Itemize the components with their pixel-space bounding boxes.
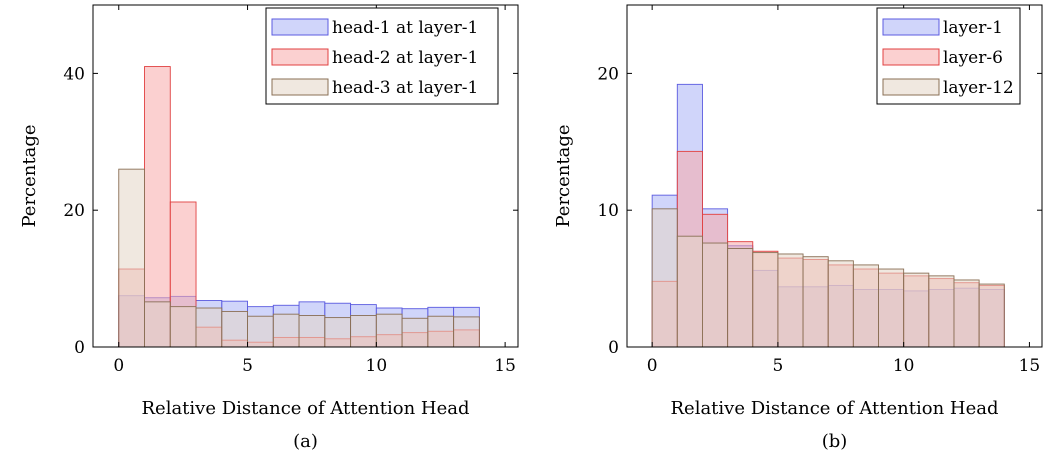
legend-label: head-2 at layer-1: [332, 48, 478, 68]
legend-swatch: [271, 78, 329, 96]
y-tick-label: 40: [63, 64, 85, 84]
bar-b-s2-b4: [752, 252, 779, 348]
x-tick-label: 5: [772, 356, 783, 376]
bar-a-s2-b9: [350, 315, 377, 348]
y-tick-label: 20: [63, 201, 85, 221]
bar-b-s2-b12: [953, 279, 980, 348]
legend-b: layer-1 layer-6 layer-12: [876, 7, 1021, 105]
bar-a-s2-b11: [401, 317, 429, 348]
x-tick-label: 0: [113, 356, 124, 376]
panel-caption: (b): [822, 431, 848, 452]
bar-b-s2-b10: [903, 272, 930, 348]
y-axis-label: Percentage: [553, 124, 574, 227]
plot-frame-b: [626, 4, 1043, 348]
legend-label: head-3 at layer-1: [332, 78, 478, 98]
bar-b-s2-b5: [777, 253, 804, 348]
bar-b-s2-b8: [852, 264, 879, 348]
bar-b-s2-b7: [827, 260, 854, 348]
bar-a-s2-b2: [169, 306, 197, 348]
legend-swatch: [882, 48, 940, 66]
legend-a: head-1 at layer-1 head-2 at layer-1 head-3…: [265, 7, 499, 105]
bar-a-s2-b5: [247, 315, 274, 348]
plot-frame-a: [92, 4, 519, 348]
legend-swatch: [882, 78, 940, 96]
panel-caption: (a): [293, 431, 318, 452]
legend-label: layer-6: [943, 48, 1003, 68]
x-axis-label: Relative Distance of Attention Head: [141, 398, 469, 419]
x-tick-label: 0: [647, 356, 658, 376]
x-tick-label: 10: [893, 356, 915, 376]
bar-b-s2-b2: [702, 242, 729, 348]
bar-a-s2-b3: [195, 307, 223, 348]
bar-a-s2-b7: [298, 315, 326, 348]
bar-a-s2-b0: [118, 168, 145, 348]
bar-b-s2-b0: [651, 208, 678, 348]
legend-label: layer-1: [943, 18, 1003, 38]
y-tick-label: 20: [597, 64, 619, 84]
bar-a-s2-b12: [427, 315, 455, 348]
bar-b-s2-b3: [727, 248, 754, 348]
bar-b-s2-b1: [676, 235, 703, 348]
bar-b-s2-b6: [802, 256, 829, 348]
bar-b-s2-b11: [928, 275, 955, 348]
chart-panel-b: 0 5 10 15 0 10 20 Relative Distance of Attentio…: [553, 4, 1043, 452]
bar-b-s2-b13: [978, 283, 1005, 348]
bar-a-s2-b8: [324, 317, 352, 348]
x-tick-label: 10: [366, 356, 388, 376]
bar-a-s2-b4: [221, 310, 248, 348]
bar-a-s2-b10: [375, 313, 403, 348]
legend-label: head-1 at layer-1: [332, 18, 478, 38]
legend-swatch: [882, 18, 940, 36]
y-tick-label: 0: [608, 338, 619, 358]
x-tick-label: 15: [494, 356, 516, 376]
legend-swatch: [271, 18, 329, 36]
bar-a-s2-b6: [272, 313, 300, 348]
bar-a-s2-b1: [144, 301, 171, 348]
x-tick-label: 15: [1019, 356, 1041, 376]
bar-a-s2-b13: [453, 316, 480, 348]
chart-panel-a: 0 5 10 15 0 20 40 Relative Distance of Attentio…: [19, 4, 519, 452]
x-axis-label: Relative Distance of Attention Head: [670, 398, 998, 419]
legend-label: layer-12: [943, 78, 1014, 98]
bar-b-s2-b9: [878, 268, 905, 348]
x-tick-label: 5: [242, 356, 253, 376]
y-tick-label: 0: [74, 338, 85, 358]
y-tick-label: 10: [597, 201, 619, 221]
legend-swatch: [271, 48, 329, 66]
y-axis-label: Percentage: [19, 124, 40, 227]
